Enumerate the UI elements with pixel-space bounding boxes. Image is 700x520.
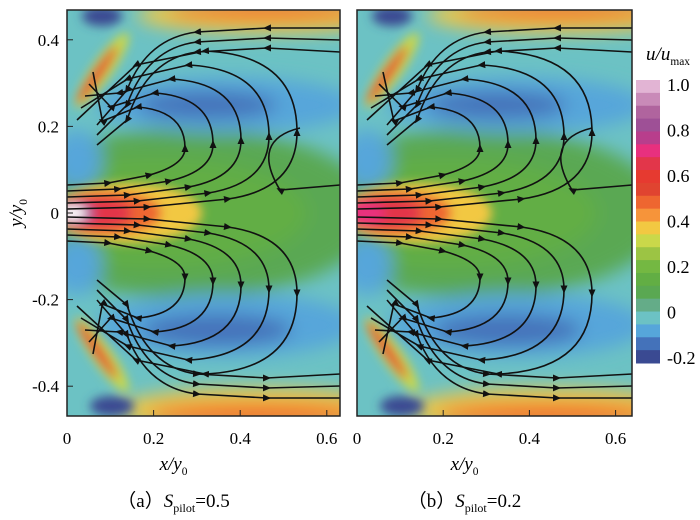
colorbar-band (636, 92, 660, 107)
x-tick-label: 0.6 (316, 429, 337, 448)
streamline (386, 44, 632, 146)
colorbar-tick-label: 1.0 (667, 75, 690, 95)
streamline (268, 127, 340, 195)
contour-panel-b: 0 0.2 0.4 0.6 x/y0 （b）Spilot=0.2 (353, 9, 633, 515)
streamline (560, 127, 632, 195)
y-tick-label: -0.2 (32, 291, 59, 310)
colorbar-tick-label: 0 (667, 303, 676, 323)
colorbar-band (636, 170, 660, 184)
colorbar-band (636, 105, 660, 120)
colorbar-band (636, 311, 660, 325)
contour-panel-a: 0 0.2 0.4 0.6 0.4 0.2 0 -0.2 -0.4 y/y0 x/y0 （a）Spil… (6, 9, 341, 515)
colorbar-band (636, 80, 660, 94)
streamline (96, 44, 340, 146)
x-axis-label: x/y0 (450, 454, 479, 478)
plot-frame (356, 9, 633, 417)
colorbar-band (636, 157, 660, 171)
streamlines (357, 24, 632, 402)
x-tick-label: 0.2 (433, 429, 454, 448)
streamlines (67, 24, 340, 402)
colorbar-band (636, 298, 660, 313)
velocity-contour (357, 10, 632, 416)
colorbar-tick-label: 0.4 (667, 212, 690, 232)
x-tick-label: 0.2 (143, 429, 164, 448)
colorbar-band (636, 324, 660, 338)
colorbar-band (636, 260, 660, 274)
panel-caption: （b）Spilot=0.2 (408, 490, 522, 515)
colorbar-tick-label: 0.8 (667, 121, 690, 141)
colorbar-band (636, 285, 660, 300)
colorbar-band (636, 118, 660, 132)
x-tick-label: 0 (63, 429, 72, 448)
streamline (96, 279, 340, 382)
colorbar-band (636, 247, 660, 261)
colorbar-band (636, 182, 660, 197)
colorbar-tick-label: 0.6 (667, 166, 690, 186)
panels: 0 0.2 0.4 0.6 0.4 0.2 0 -0.2 -0.4 y/y0 x/y0 （a）Spil… (6, 9, 633, 515)
colorbar-band (636, 131, 660, 145)
x-tick-label: 0.6 (605, 429, 626, 448)
velocity-contour (67, 10, 340, 416)
y-tick-label: 0 (51, 204, 60, 223)
colorbar-tick-label: -0.2 (667, 348, 696, 368)
y-tick-label: 0.2 (38, 117, 59, 136)
y-axis-label: y/y0 (6, 199, 30, 229)
x-axis-label: x/y0 (159, 454, 188, 478)
x-tick-label: 0 (353, 429, 362, 448)
colorbar-label: u/umax (646, 44, 690, 68)
colorbar-band (636, 195, 660, 210)
x-tick-label: 0.4 (519, 429, 541, 448)
streamline (386, 279, 632, 382)
y-tick-label: -0.4 (32, 377, 59, 396)
colorbar-band (636, 221, 660, 235)
colorbar: 1.0 0.8 0.6 0.4 0.2 0 -0.2 u/umax (636, 44, 696, 368)
y-tick-label: 0.4 (38, 31, 60, 50)
colorbar-band (636, 337, 660, 351)
colorbar-band (636, 208, 660, 222)
panel-caption: （a）Spilot=0.5 (117, 490, 229, 515)
colorbar-band (636, 350, 660, 364)
colorbar-band (636, 144, 660, 158)
colorbar-band (636, 272, 660, 287)
colorbar-tick-label: 0.2 (667, 257, 690, 277)
x-tick-label: 0.4 (230, 429, 252, 448)
colorbar-band (636, 234, 660, 248)
